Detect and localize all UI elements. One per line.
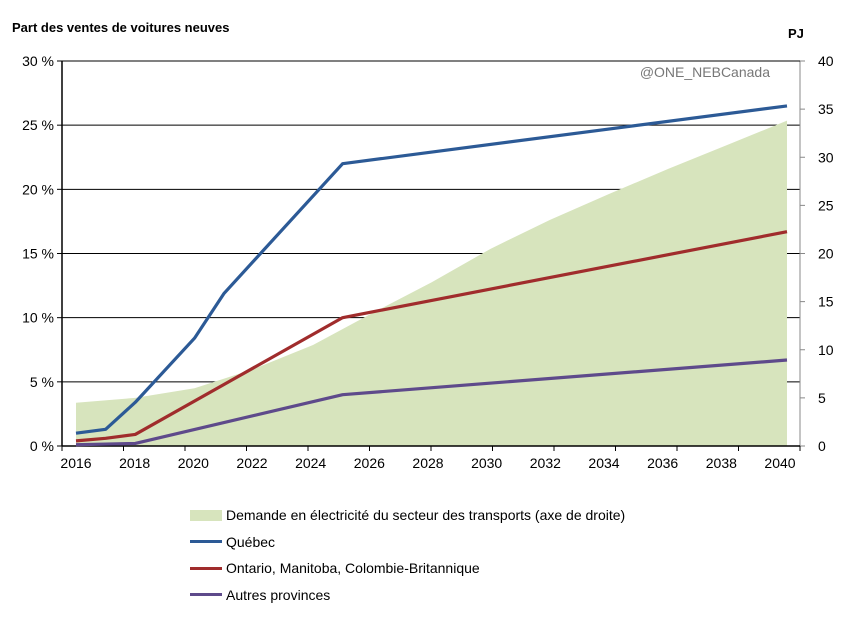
- area-transport-demand: [76, 120, 787, 447]
- right-tick-label: 15: [818, 294, 834, 310]
- legend-item-quebec: Québec: [190, 529, 625, 556]
- right-tick-label: 5: [818, 390, 826, 406]
- watermark: @ONE_NEBCanada: [640, 64, 770, 80]
- legend-label: Demande en électricité du secteur des tr…: [226, 507, 626, 524]
- series-line-ontario-manitoba-colombie-britannique: [75, 230, 788, 443]
- chart-svg: Part des ventes de voitures neuves PJ @O…: [12, 20, 834, 471]
- right-tick-label: 35: [818, 101, 834, 117]
- left-tick-label: 30 %: [22, 53, 54, 69]
- legend-item-ontario: Ontario, Manitoba, Colombie-Britannique: [190, 555, 625, 582]
- right-tick-label: 40: [818, 53, 834, 69]
- x-tick-label: 2028: [412, 455, 443, 471]
- x-tick-label: 2036: [647, 455, 678, 471]
- x-tick-label: 2024: [295, 455, 326, 471]
- left-tick-label: 15 %: [22, 246, 54, 262]
- x-tick-label: 2020: [178, 455, 209, 471]
- right-tick-label: 10: [818, 342, 834, 358]
- x-tick-label: 2026: [354, 455, 385, 471]
- right-tick-label: 25: [818, 197, 834, 213]
- left-tick-label: 0 %: [30, 438, 54, 454]
- legend-swatch: [190, 509, 222, 521]
- left-tick-label: 25 %: [22, 117, 54, 133]
- x-tick-label: 2032: [530, 455, 561, 471]
- x-tick-label: 2016: [60, 455, 91, 471]
- left-tick-label: 20 %: [22, 181, 54, 197]
- right-tick-label: 0: [818, 438, 826, 454]
- series-line-autres-provinces: [75, 358, 788, 447]
- legend: Demande en électricité du secteur des tr…: [190, 502, 625, 608]
- series-line-qu-bec: [75, 104, 788, 435]
- legend-label: Québec: [226, 533, 276, 550]
- right-axis-title: PJ: [788, 26, 804, 41]
- legend-item-autres: Autres provinces: [190, 582, 625, 609]
- right-tick-label: 20: [818, 246, 834, 262]
- legend-label: Ontario, Manitoba, Colombie-Britannique: [226, 560, 480, 577]
- x-tick-label: 2034: [588, 455, 619, 471]
- legend-label: Autres provinces: [226, 586, 331, 603]
- x-tick-label: 2040: [764, 455, 795, 471]
- x-tick-label: 2038: [706, 455, 737, 471]
- left-tick-label: 10 %: [22, 310, 54, 326]
- left-axis-title: Part des ventes de voitures neuves: [12, 20, 229, 35]
- x-tick-label: 2018: [119, 455, 150, 471]
- legend-swatch: [190, 566, 222, 570]
- legend-swatch: [190, 593, 222, 597]
- right-tick-label: 30: [818, 149, 834, 165]
- x-tick-label: 2030: [471, 455, 502, 471]
- legend-item-area: Demande en électricité du secteur des tr…: [190, 502, 625, 529]
- legend-swatch: [190, 540, 222, 544]
- left-tick-label: 5 %: [30, 374, 54, 390]
- x-tick-label: 2022: [236, 455, 267, 471]
